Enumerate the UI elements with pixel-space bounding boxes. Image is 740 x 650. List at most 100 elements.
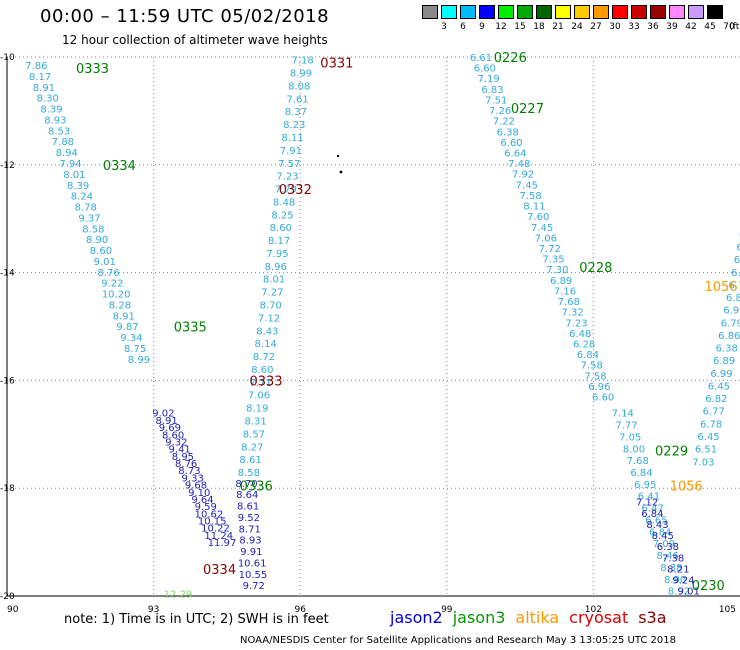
- wave-height-value: 7.22: [493, 117, 515, 128]
- wave-height-value: 6.84: [630, 468, 652, 479]
- wave-height-value: 7.48: [508, 159, 530, 170]
- wave-height-value: 6.41: [638, 492, 660, 503]
- wave-height-value: 8.19: [246, 404, 268, 415]
- wave-height-value: 8.37: [285, 107, 307, 118]
- color-swatch: [650, 5, 666, 19]
- color-swatch-label: 70: [723, 22, 735, 32]
- wave-height-value: 8.60: [90, 246, 112, 257]
- wave-height-value: 6.77: [703, 407, 725, 418]
- wave-height-value: 9.59: [195, 502, 217, 513]
- wave-height-value: 7.32: [561, 308, 583, 319]
- wave-height-value: 8.90: [664, 575, 686, 586]
- wave-height-value: 7.05: [619, 432, 641, 443]
- pass-time-label: 0336: [240, 480, 273, 495]
- wave-height-value: 6.64: [734, 255, 740, 266]
- wave-height-value: 6.56: [739, 230, 740, 241]
- legend-entry-altika: altika: [515, 608, 560, 627]
- pass-time-label: 0331: [320, 56, 353, 71]
- legend-entry-jason3: jason3: [452, 608, 506, 627]
- wave-height-value: 8.93: [239, 536, 261, 547]
- wave-height-value: 6.95: [634, 480, 656, 491]
- pass-time-label: 0333: [249, 374, 282, 389]
- wave-height-value: 9.24: [672, 575, 694, 586]
- wave-height-value: 8.21: [667, 564, 689, 575]
- lat-tick-label: -12: [0, 161, 15, 171]
- wave-height-value: 8.99: [290, 69, 312, 80]
- pass-time-label: 0228: [579, 261, 612, 276]
- wave-height-value: 8.91: [33, 83, 55, 94]
- legend-entry-cryosat: cryosat: [569, 608, 629, 627]
- page-subtitle: 12 hour collection of altimeter wave hei…: [62, 33, 328, 47]
- color-swatch: [593, 5, 609, 19]
- wave-height-value: 8.23: [283, 120, 305, 131]
- wave-height-value: 8.99: [128, 355, 150, 366]
- color-swatch: [517, 5, 533, 19]
- lon-tick-label: 90: [7, 605, 19, 615]
- wave-height-value: 7.58: [520, 191, 542, 202]
- wave-height-value: 8.01: [63, 170, 85, 181]
- wave-height-value: 12.29: [164, 589, 193, 600]
- wave-height-value: 8.64: [236, 490, 258, 501]
- wave-height-value: 7.16: [554, 286, 576, 297]
- wave-height-value: 9.10: [188, 488, 210, 499]
- wave-height-value: 9.22: [101, 279, 123, 290]
- color-swatch: [574, 5, 590, 19]
- wave-height-value: 7.61: [286, 94, 308, 105]
- wave-height-value: 8.91: [113, 311, 135, 322]
- wave-height-value: 7.09: [653, 539, 675, 550]
- wave-height-value: 7.58: [581, 361, 603, 372]
- wave-height-value: 6.69: [736, 242, 740, 253]
- wave-height-value: 6.60: [500, 138, 522, 149]
- pass-time-label: 0333: [76, 62, 109, 77]
- wave-height-value: 8.00: [623, 444, 645, 455]
- wave-height-value: 9.87: [116, 322, 138, 333]
- wave-height-value: 6.38: [497, 127, 519, 138]
- wave-height-value: 8.75: [124, 344, 146, 355]
- wave-height-value: 10.62: [195, 509, 224, 520]
- wave-height-value: 8.48: [273, 197, 295, 208]
- wave-height-value: 8.17: [29, 72, 51, 83]
- wave-height-value: 6.45: [708, 381, 730, 392]
- wave-height-value: 6.79: [721, 318, 740, 329]
- wave-height-value: 7.77: [615, 421, 637, 432]
- wave-height-value: 7.94: [59, 159, 81, 170]
- wave-height-value: 9.41: [169, 445, 191, 456]
- wave-height-value: 7.03: [692, 457, 714, 468]
- color-swatch-label: 36: [647, 22, 659, 32]
- wave-height-value: 9.01: [94, 257, 116, 268]
- wave-height-value: 9.02: [152, 409, 174, 420]
- pass-time-label: 0332: [279, 183, 312, 198]
- wave-height-value: 7.72: [539, 244, 561, 255]
- wave-height-value: 9.33: [182, 473, 204, 484]
- altimeter-tracks: 7.868.178.918.308.398.938.537.888.947.94…: [25, 53, 740, 600]
- legend-entry-s3a: s3a: [638, 608, 667, 627]
- wave-height-value: 6.13: [729, 280, 740, 291]
- color-swatch-label: 21: [552, 22, 564, 32]
- wave-height-value: 7.92: [512, 170, 534, 181]
- color-swatch: [479, 5, 495, 19]
- wave-height-value: 9.01: [678, 587, 700, 598]
- wave-height-value: 8.73: [178, 466, 200, 477]
- wave-height-value: 6.61: [470, 53, 492, 64]
- wave-height-value: 7.18: [292, 56, 314, 67]
- wave-height-value: 6.64: [504, 149, 526, 160]
- pass-time-label: 1056: [704, 280, 737, 295]
- wave-height-value: 7.60: [527, 212, 549, 223]
- wave-height-value: 10.15: [198, 517, 227, 528]
- wave-height-value: 8.71: [239, 524, 261, 535]
- axis-tick-labels: 90 93 96 99 102 105 -10 -12 -14 -16 -18 -20: [0, 53, 736, 615]
- color-swatch: [631, 5, 647, 19]
- color-swatch-label: 30: [609, 22, 621, 32]
- wave-height-value: 6.65: [645, 515, 667, 526]
- wave-height-value: 7.30: [546, 265, 568, 276]
- color-swatch: [536, 5, 552, 19]
- wave-height-value: 8.72: [253, 352, 275, 363]
- wave-height-value: 7.14: [612, 409, 634, 420]
- wave-height-value: 8.60: [251, 365, 273, 376]
- pass-labels: 0333 0331 0334 0332 0335 0333 0336 0334 0226 0227…: [76, 51, 738, 594]
- wave-height-value: 9.91: [240, 547, 262, 558]
- wave-height-value: 8.25: [271, 210, 293, 221]
- wave-height-value: 8.70: [235, 479, 257, 490]
- wave-height-value: 10.22: [201, 524, 230, 535]
- wave-height-value: 6.48: [569, 329, 591, 340]
